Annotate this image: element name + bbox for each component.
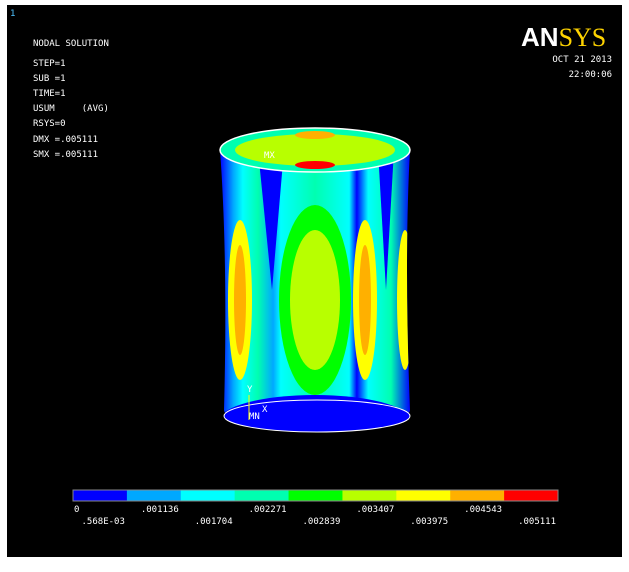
info-line: STEP=1 (33, 59, 66, 69)
axis-y-label: Y (247, 385, 253, 395)
legend-swatch (450, 490, 504, 501)
logo: ANSYS (521, 22, 606, 52)
legend-label: .002271 (249, 505, 287, 515)
date: OCT 21 2013 (552, 55, 612, 65)
legend-label: .003407 (356, 505, 394, 515)
legend-label: .568E-03 (82, 517, 125, 527)
legend-label: .004543 (464, 505, 502, 515)
model: MX MN Y X (220, 128, 413, 445)
legend-swatch (235, 490, 289, 501)
axis-x-label: X (262, 405, 268, 415)
legend-label: .001136 (141, 505, 179, 515)
info-line: RSYS=0 (33, 119, 66, 129)
info-line: NODAL SOLUTION (33, 39, 109, 49)
info-line: USUM (AVG) (33, 104, 109, 114)
legend-label: .005111 (518, 517, 556, 527)
info-line: SMX =.005111 (33, 150, 98, 160)
legend-label: 0 (74, 505, 79, 515)
legend-swatch (127, 490, 181, 501)
legend-label: .001704 (195, 517, 233, 527)
info-line: DMX =.005111 (33, 135, 98, 145)
legend-swatch (73, 490, 127, 501)
legend-swatch (396, 490, 450, 501)
info-line: TIME=1 (33, 89, 66, 99)
legend-swatch (504, 490, 558, 501)
max-marker: MX (264, 151, 275, 161)
time: 22:00:06 (569, 70, 612, 80)
legend-swatch (181, 490, 235, 501)
min-marker: MN (249, 412, 260, 422)
window-number: 1 (10, 9, 15, 19)
legend-label: .002839 (303, 517, 341, 527)
logo-an: AN (521, 22, 559, 52)
legend-label: .003975 (410, 517, 448, 527)
ansys-viewport: 1 NODAL SOLUTION STEP=1 SUB =1 TIME=1 US… (0, 0, 629, 567)
info-line: SUB =1 (33, 74, 66, 84)
legend-swatch (342, 490, 396, 501)
logo-sys: SYS (559, 23, 607, 52)
legend-swatch (289, 490, 343, 501)
